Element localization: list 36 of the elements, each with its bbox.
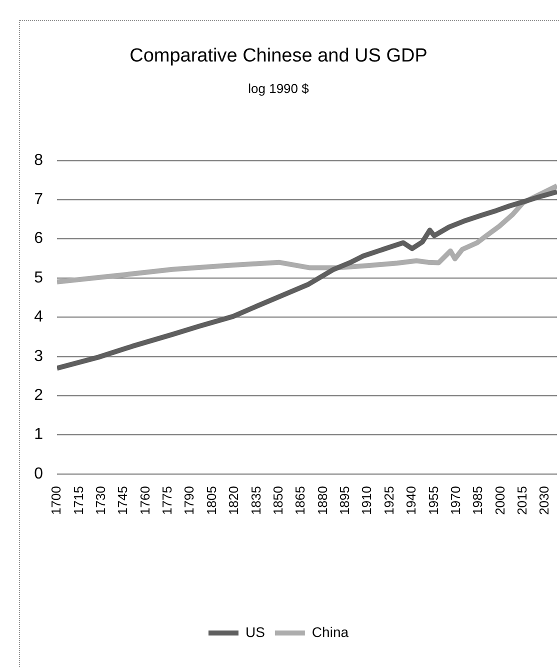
x-tick-label: 1760 xyxy=(137,486,152,515)
x-tick-label: 1775 xyxy=(160,486,175,515)
x-tick-label: 1835 xyxy=(248,486,264,515)
legend-label: China xyxy=(312,624,349,640)
x-tick-label: 1790 xyxy=(182,486,197,515)
x-tick-label: 1700 xyxy=(48,486,64,515)
x-tick-label: 1955 xyxy=(426,486,441,515)
y-tick-label: 4 xyxy=(34,308,44,326)
chart-subtitle: log 1990 $ xyxy=(248,81,310,96)
x-tick-label: 1985 xyxy=(470,486,486,515)
x-tick-label: 2030 xyxy=(536,486,552,515)
x-tick-label: 1715 xyxy=(70,486,86,515)
y-tick-label: 2 xyxy=(34,387,44,404)
y-tick-label: 1 xyxy=(34,426,44,444)
x-tick-label: 1910 xyxy=(359,486,374,515)
x-tick-label: 1820 xyxy=(226,486,242,515)
y-tick-label: 7 xyxy=(34,191,44,208)
x-tick-label: 1940 xyxy=(404,486,419,515)
y-tick-label: 5 xyxy=(34,269,44,286)
chart-title: Comparative Chinese and US GDP xyxy=(130,46,428,67)
x-tick-label: 1805 xyxy=(204,486,219,515)
x-tick-label: 1745 xyxy=(115,486,130,515)
x-tick-label: 1865 xyxy=(292,486,308,515)
x-tick-label: 1895 xyxy=(337,486,352,515)
x-tick-label: 1730 xyxy=(92,486,108,515)
x-tick-label: 1850 xyxy=(270,486,286,515)
x-tick-label: 2000 xyxy=(492,486,508,515)
x-tick-label: 1880 xyxy=(314,486,330,515)
x-tick-label: 1970 xyxy=(448,486,463,515)
y-tick-label: 3 xyxy=(34,348,44,365)
y-tick-label: 0 xyxy=(34,465,44,482)
x-tick-label: 1925 xyxy=(381,486,396,515)
legend-label: US xyxy=(245,624,265,640)
y-tick-label: 6 xyxy=(34,230,44,248)
y-tick-label: 8 xyxy=(34,152,44,169)
x-tick-label: 2015 xyxy=(514,486,530,515)
